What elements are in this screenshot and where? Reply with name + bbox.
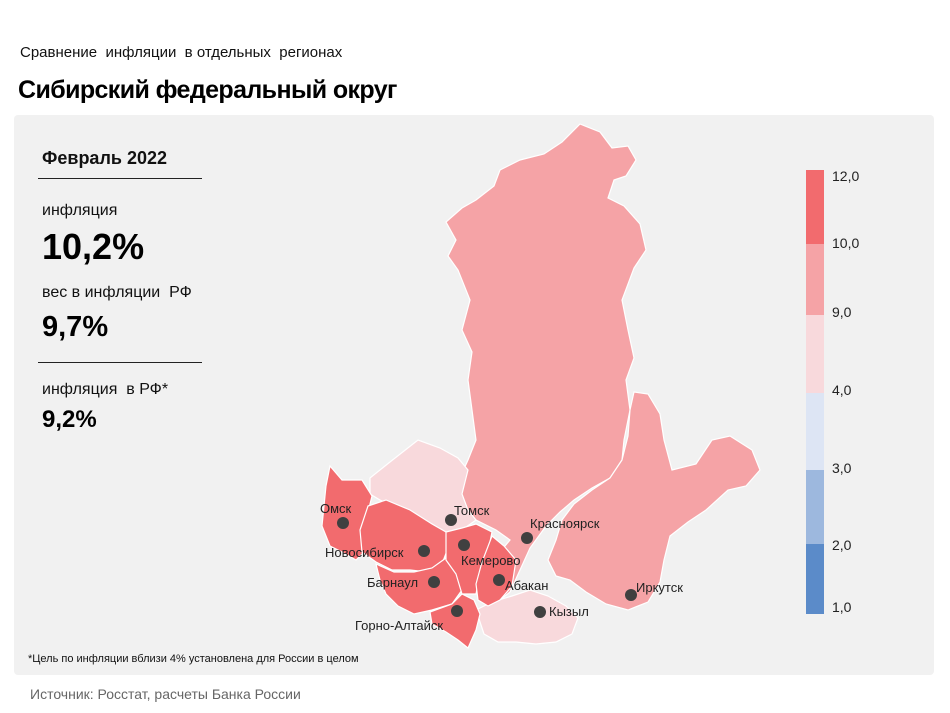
- region-tyva: [475, 589, 579, 645]
- city-label-novosibirsk: Новосибирск: [325, 545, 404, 560]
- city-label-omsk: Омск: [320, 501, 352, 516]
- city-marker: [458, 539, 470, 551]
- region-altai-krai: [375, 557, 463, 615]
- city-label-krasnoyarsk: Красноярск: [530, 516, 600, 531]
- city-marker: [493, 574, 505, 586]
- region-krasnoyarsk: [445, 123, 647, 601]
- legend-swatch: [806, 470, 824, 544]
- legend-swatch: [806, 244, 824, 315]
- rf-inflation-label: инфляция в РФ*: [42, 381, 169, 398]
- city-marker: [428, 576, 440, 588]
- city-label-gorno-altaysk: Горно-Алтайск: [355, 618, 443, 633]
- city-marker: [445, 514, 457, 526]
- legend-label: 4,0: [832, 382, 852, 398]
- legend-label: 1,0: [832, 599, 852, 615]
- weight-label: вес в инфляции РФ: [42, 284, 192, 301]
- city-marker: [337, 517, 349, 529]
- city-label-kyzyl: Кызыл: [549, 604, 589, 619]
- city-marker: [521, 532, 533, 544]
- legend-label: 10,0: [832, 235, 859, 251]
- city-label-tomsk: Томск: [454, 503, 490, 518]
- footnote: *Цель по инфляции вблизи 4% установлена …: [28, 653, 359, 665]
- city-marker: [451, 605, 463, 617]
- divider: [38, 178, 202, 179]
- chart-title: Сибирский федеральный округ: [18, 76, 397, 104]
- chart-subtitle: Сравнение инфляции в отдельных регионах: [20, 44, 343, 61]
- legend-swatch: [806, 170, 824, 244]
- source-note: Источник: Росстат, расчеты Банка России: [30, 686, 301, 702]
- region-irkutsk: [547, 391, 761, 611]
- city-label-irkutsk: Иркутск: [636, 580, 683, 595]
- inflation-label: инфляция: [42, 202, 118, 219]
- divider: [38, 362, 202, 363]
- color-scale-legend: 12,0 10,0 9,0 4,0 3,0 2,0 1,0: [806, 168, 859, 615]
- region-altai-rep: [429, 593, 481, 649]
- weight-value: 9,7%: [42, 311, 109, 343]
- legend-swatch: [806, 315, 824, 393]
- legend-label: 12,0: [832, 168, 859, 184]
- legend-swatch: [806, 393, 824, 470]
- city-label-kemerovo: Кемерово: [461, 553, 520, 568]
- rf-inflation-value: 9,2%: [42, 406, 97, 433]
- legend-label: 9,0: [832, 304, 852, 320]
- legend-label: 2,0: [832, 537, 852, 553]
- region-omsk: [321, 464, 373, 561]
- period-label: Февраль 2022: [42, 148, 167, 168]
- region-khakassia: [475, 535, 517, 607]
- legend-label: 3,0: [832, 460, 852, 476]
- city-label-abakan: Абакан: [505, 578, 548, 593]
- city-marker: [418, 545, 430, 557]
- inflation-value: 10,2%: [42, 226, 145, 267]
- city-marker: [534, 606, 546, 618]
- legend-swatch: [806, 544, 824, 614]
- city-label-barnaul: Барнаул: [367, 575, 418, 590]
- city-marker: [625, 589, 637, 601]
